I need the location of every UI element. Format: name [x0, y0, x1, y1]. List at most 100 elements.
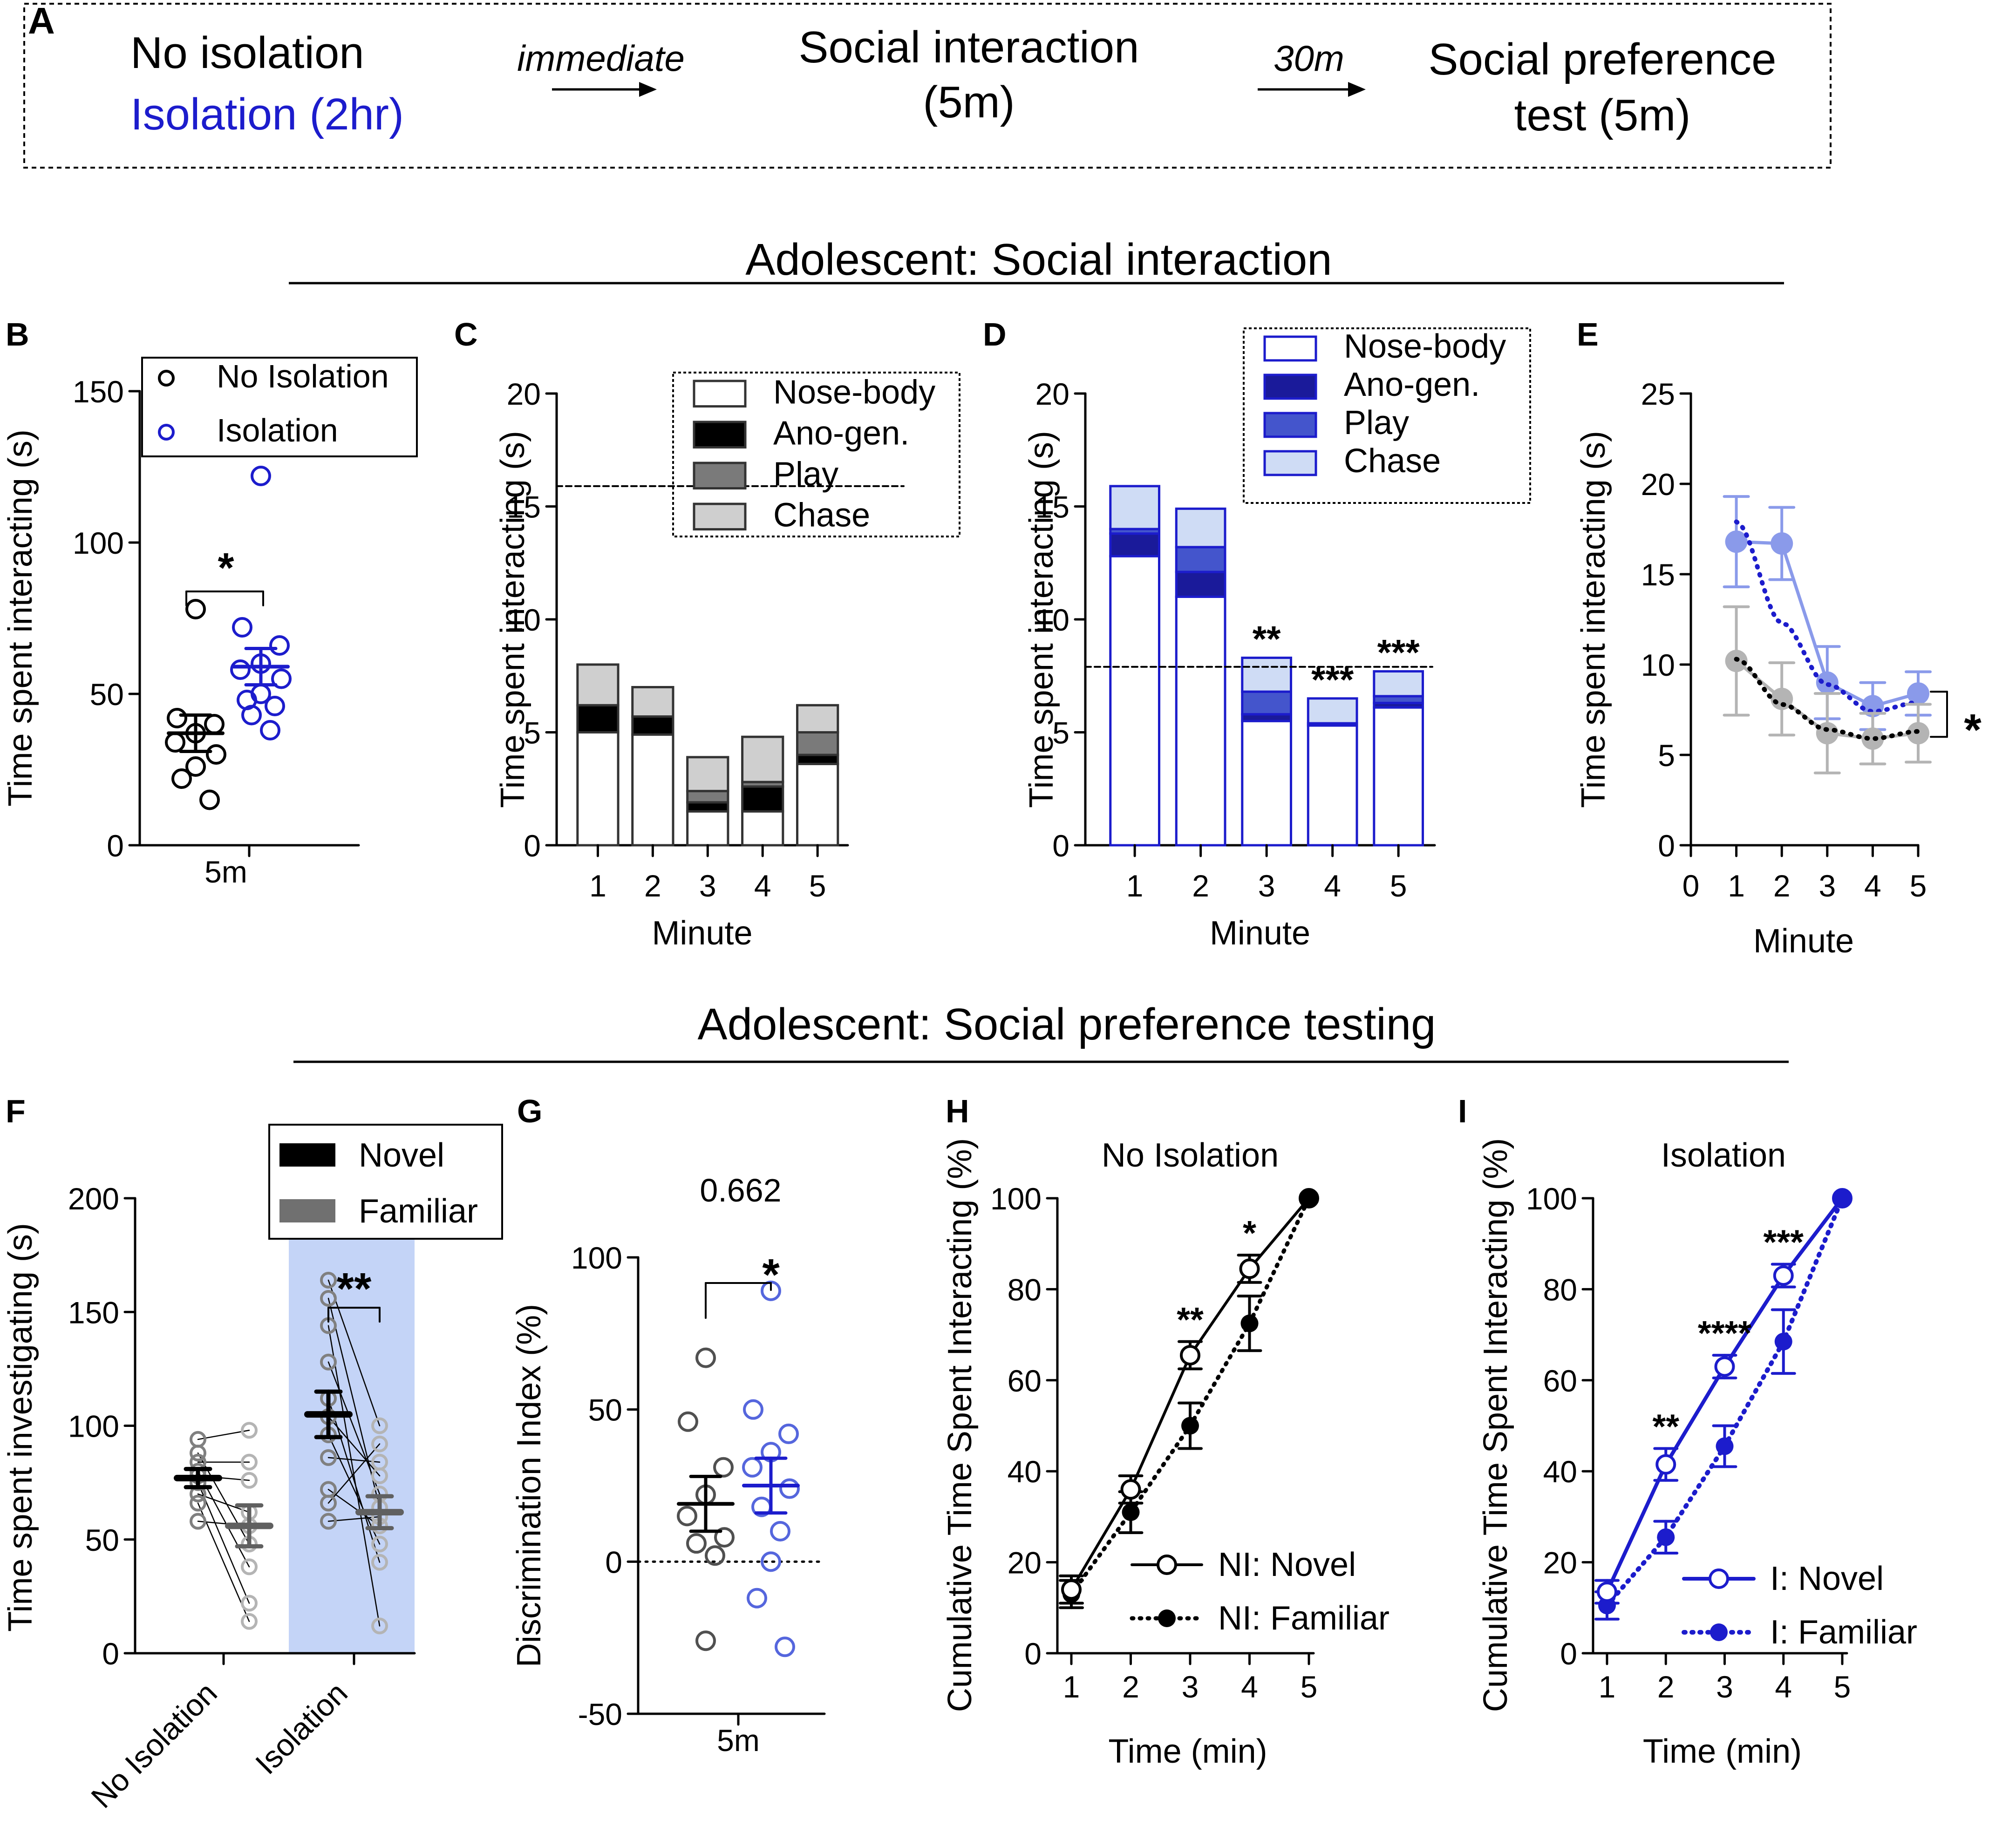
panel-i-novel-point: [1714, 1356, 1735, 1377]
panel-g-data-point: [778, 1423, 799, 1444]
panel-b-x-label: 5m: [204, 855, 247, 889]
panel-e-y-tick-label: 10: [1641, 648, 1675, 682]
panel-b-legend-label: No Isolation: [217, 358, 389, 394]
panel-d-bar-nose-body: [1175, 596, 1226, 847]
panel-g-data-point: [761, 1280, 781, 1301]
panel-e-y-tick-label: 15: [1641, 557, 1675, 592]
panel-h-significance: **: [1177, 1300, 1204, 1339]
arrow-immediate-label: immediate: [517, 38, 685, 79]
panel-f-familiar-point: [241, 1453, 258, 1471]
panel-d-x-tick-label: 3: [1258, 869, 1275, 903]
panel-h-x-tick-label: 3: [1182, 1670, 1199, 1704]
panel-d-x-label: Minute: [1210, 915, 1310, 952]
panel-d-significance: ***: [1311, 659, 1354, 700]
panel-d-legend-swatch: [1263, 373, 1317, 400]
panel-d-y-label: Time spent interacting (s): [1023, 431, 1060, 808]
panel-f-novel-point: [190, 1494, 206, 1512]
panel-e-data-point: [1771, 532, 1793, 555]
panel-f-pair-line: [327, 1443, 381, 1504]
panel-i-x-label: Time (min): [1643, 1733, 1802, 1770]
step-social-interaction: Social interaction: [798, 22, 1139, 72]
panel-d-bar-chase: [1109, 485, 1160, 530]
panel-i-novel-point: [1773, 1265, 1794, 1286]
panel-b-legend-marker: [158, 370, 175, 387]
panel-f-pair-line: [197, 1452, 250, 1545]
step-social-interaction-duration: (5m): [923, 77, 1015, 127]
panel-b-y-label: Time spent interacting (s): [2, 429, 39, 807]
panel-h-x-tick-label: 1: [1063, 1670, 1080, 1704]
panel-b-data-point: [269, 635, 290, 656]
panel-i-legend-label: I: Novel: [1770, 1560, 1884, 1597]
panel-label-g: G: [517, 1093, 542, 1129]
panel-f-y-tick-label: 0: [102, 1636, 119, 1671]
panel-c-bar-chase: [796, 704, 839, 734]
panel-c-y-label: Time spent interacting (s): [494, 431, 531, 808]
panel-c-bar-ano-gen: [741, 785, 784, 813]
panel-f-y-label: Time spent investigating (s): [2, 1223, 39, 1632]
panel-e-x-tick-label: 4: [1864, 869, 1881, 903]
panel-i-x-tick-label: 2: [1657, 1670, 1675, 1704]
panel-c-bar-nose-body: [796, 762, 839, 847]
panel-h-legend-familiar-marker: [1158, 1609, 1176, 1627]
panel-i-y-tick-label: 20: [1543, 1546, 1577, 1580]
panel-e-x-tick-label: 0: [1682, 869, 1700, 903]
panel-f-isolation-shade: [289, 1198, 415, 1653]
panel-c-x-tick-label: 4: [754, 869, 771, 903]
panel-f-familiar-point: [241, 1422, 258, 1439]
panel-d-legend-label: Nose-body: [1344, 328, 1506, 365]
panel-label-b: B: [6, 316, 29, 353]
panel-e-x-label: Minute: [1753, 923, 1854, 960]
panel-h-novel-point: [1299, 1188, 1319, 1208]
panel-b-data-point: [230, 659, 251, 680]
panel-c-bar-ano-gen: [796, 754, 839, 765]
panel-e-y-tick-label: 5: [1658, 738, 1675, 773]
panel-c-bar-play: [686, 790, 729, 804]
panel-d-bar-nose-body: [1307, 724, 1358, 847]
panel-e-significance: *: [1964, 705, 1982, 755]
panel-b-data-point: [206, 744, 226, 765]
panel-i-familiar-point: [1774, 1332, 1792, 1351]
panel-f-novel-point: [190, 1513, 206, 1530]
panel-d-legend-swatch: [1263, 412, 1317, 438]
group-isolation: Isolation (2hr): [130, 89, 404, 139]
panel-d-y-tick-label: 20: [1035, 377, 1069, 411]
panel-d-bar-ano-gen: [1175, 570, 1226, 598]
panel-d-legend-label: Play: [1344, 404, 1409, 441]
panel-c-legend-swatch: [693, 462, 747, 490]
panel-h-legend-novel-marker: [1157, 1555, 1177, 1575]
panel-f-legend-label: Familiar: [359, 1193, 478, 1230]
panel-c-chart: 0 5 10 15 20 Time spent interacting (s) 1 2 3 4 5 M…: [494, 372, 960, 952]
panel-f-familiar-point: [371, 1617, 388, 1635]
panel-g-y-tick-label: 50: [588, 1393, 622, 1427]
panel-b-y-tick-label: 0: [107, 828, 124, 863]
panel-f-familiar-point: [371, 1535, 388, 1553]
panel-f-y-tick-label: 100: [68, 1409, 119, 1444]
panel-c-bar-nose-body: [686, 810, 729, 847]
panel-b-data-point: [251, 466, 271, 486]
panel-g-data-point: [695, 1347, 716, 1368]
panel-i-legend-label: I: Familiar: [1770, 1614, 1917, 1651]
panel-d-y-tick-label: 15: [1035, 490, 1069, 524]
section-title-interaction: Adolescent: Social interaction: [745, 235, 1332, 285]
panel-f-novel-point: [320, 1513, 337, 1530]
panel-g-chart: -50 0 50 100 5m Discrimination Index (%) 0.662…: [511, 1172, 826, 1758]
panel-c-y-tick-label: 10: [507, 603, 541, 637]
panel-label-f: F: [6, 1093, 26, 1129]
panel-i-significance: **: [1652, 1407, 1679, 1446]
panel-c-bar-ano-gen: [686, 801, 729, 813]
panel-b-legend-box: [141, 357, 418, 457]
panel-a-schematic: A No isolation Isolation (2hr) immediate…: [23, 0, 1832, 169]
panel-g-data-point: [743, 1399, 763, 1420]
panel-h-x-tick-label: 5: [1301, 1670, 1318, 1704]
panel-c-bar-nose-body: [576, 731, 620, 847]
panel-f-x-tick-label: Isolation: [249, 1676, 354, 1781]
panel-f-pair-line: [327, 1279, 381, 1426]
panel-g-x-label: 5m: [717, 1723, 760, 1758]
panel-i-novel-point: [1655, 1454, 1676, 1475]
panel-d-chart: 0 5 10 15 20 Time spent interacting (s) 1 2 3 ** 4…: [1023, 327, 1531, 952]
panel-f-familiar-point: [371, 1467, 388, 1484]
panel-f-familiar-point: [241, 1558, 258, 1575]
panel-i-significance: ****: [1698, 1314, 1751, 1352]
panel-h-y-label: Cumulative Time Spent Interacting (%): [941, 1138, 979, 1712]
